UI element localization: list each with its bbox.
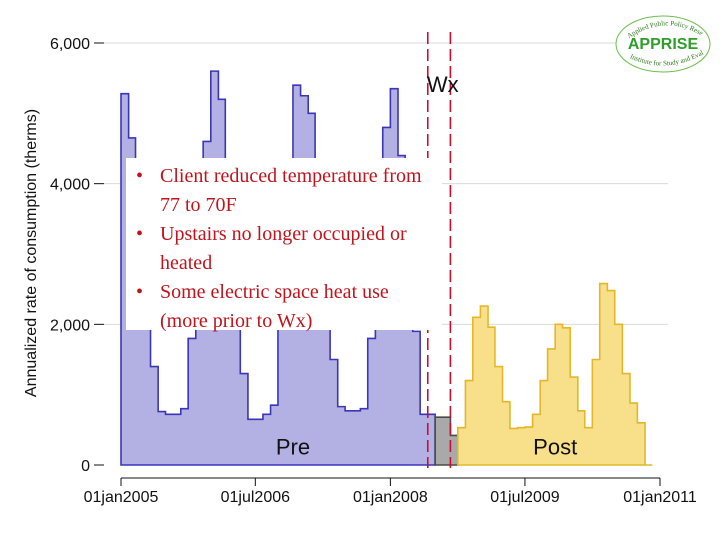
axes: 0 2,000 4,000 6,000 01jan2005 01jul2006 01jan2… [50,36,697,506]
y-tick-label: 0 [81,458,90,475]
y-tick-label: 4,000 [50,177,90,194]
wx-period-lines [426,32,452,468]
callout-bullet: Some electric space heat use (more prior… [130,278,436,336]
apprise-logo: Applied Public Policy Research Institute… [614,14,711,73]
y-tick-label: 2,000 [50,317,90,334]
x-tick-label: 01jan2011 [623,489,697,506]
callout-bullet: Client reduced temperature from 77 to 70… [130,162,436,220]
logo-wordmark: APPRISE [628,36,699,53]
series-area-wx [434,416,459,466]
annotation-pre: Pre [276,434,310,459]
annotations: Wx Pre Post [276,72,577,459]
y-axis-label: Annualized rate of consumption (therms) [23,109,40,397]
callout-bullet: Upstairs no longer occupied or heated [130,220,436,278]
callout-box: Client reduced temperature from 77 to 70… [126,158,442,332]
series-layer [120,70,653,466]
annotation-wx: Wx [427,72,459,97]
annotation-post: Post [533,434,577,459]
x-tick-label: 01jul2009 [490,489,560,506]
series-area-post [456,282,653,466]
x-tick-label: 01jan2008 [353,489,428,506]
x-tick-label: 01jul2006 [221,489,291,506]
x-tick-label: 01jan2005 [84,489,159,506]
y-tick-label: 6,000 [50,36,90,53]
